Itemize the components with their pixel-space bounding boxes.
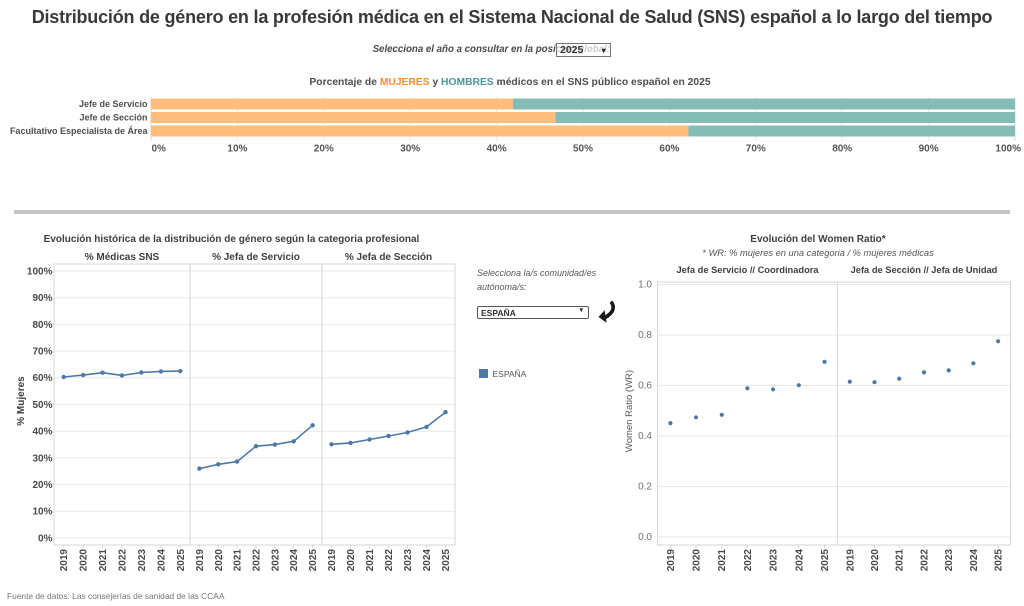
svg-text:2023: 2023	[944, 549, 955, 572]
svg-text:40%: 40%	[32, 427, 52, 438]
svg-text:80%: 80%	[832, 144, 852, 155]
svg-text:2019: 2019	[666, 549, 677, 572]
svg-text:2020: 2020	[692, 549, 703, 572]
svg-text:2022: 2022	[920, 549, 931, 572]
svg-text:% Mujeres: % Mujeres	[16, 376, 27, 426]
svg-text:70%: 70%	[32, 347, 52, 358]
svg-text:20%: 20%	[314, 144, 334, 155]
svg-text:2022: 2022	[384, 549, 395, 572]
svg-text:60%: 60%	[32, 373, 52, 384]
svg-text:2023: 2023	[769, 549, 780, 572]
svg-text:2021: 2021	[98, 549, 109, 572]
svg-text:Evolución del Women Ratio*: Evolución del Women Ratio*	[750, 234, 885, 245]
svg-text:Jefe de Servicio: Jefe de Servicio	[79, 99, 148, 109]
svg-text:2023: 2023	[270, 549, 281, 572]
svg-text:100%: 100%	[995, 144, 1021, 155]
svg-text:2025: 2025	[820, 549, 831, 572]
svg-text:2022: 2022	[252, 549, 263, 572]
svg-text:2019: 2019	[845, 549, 856, 572]
svg-text:2021: 2021	[233, 549, 244, 572]
svg-text:30%: 30%	[32, 453, 52, 464]
svg-text:40%: 40%	[487, 144, 507, 155]
svg-text:2020: 2020	[346, 549, 357, 572]
svg-text:2019: 2019	[59, 549, 70, 572]
svg-text:2022: 2022	[743, 549, 754, 572]
svg-text:% Jefa de Sección: % Jefa de Sección	[345, 252, 432, 263]
svg-text:2025: 2025	[441, 549, 452, 572]
svg-text:30%: 30%	[400, 144, 420, 155]
svg-text:0.8: 0.8	[638, 330, 652, 341]
svg-text:2024: 2024	[969, 549, 980, 572]
svg-text:0.0: 0.0	[638, 532, 652, 543]
svg-text:2019: 2019	[327, 549, 338, 572]
svg-text:1.0: 1.0	[638, 280, 652, 291]
svg-text:0.2: 0.2	[638, 482, 652, 493]
svg-text:2025: 2025	[176, 549, 187, 572]
svg-text:2021: 2021	[895, 549, 906, 572]
svg-text:Jefa de Sección // Jefa de Uni: Jefa de Sección // Jefa de Unidad	[851, 265, 998, 275]
svg-text:10%: 10%	[32, 507, 52, 518]
svg-text:2021: 2021	[365, 549, 376, 572]
svg-text:0%: 0%	[38, 533, 53, 544]
svg-text:100%: 100%	[27, 266, 53, 277]
svg-text:50%: 50%	[573, 144, 593, 155]
svg-text:2025: 2025	[994, 549, 1005, 572]
svg-text:2023: 2023	[137, 549, 148, 572]
svg-text:50%: 50%	[32, 400, 52, 411]
svg-text:2024: 2024	[156, 549, 167, 572]
svg-text:2024: 2024	[289, 549, 300, 572]
svg-text:Jefe de Sección: Jefe de Sección	[79, 113, 147, 123]
svg-text:* WR: % mujeres en una categor: * WR: % mujeres en una categoria / % muj…	[702, 248, 934, 258]
svg-text:0.4: 0.4	[638, 431, 652, 442]
svg-text:2022: 2022	[118, 549, 129, 572]
svg-text:Facultativo Especialista de Ár: Facultativo Especialista de Área	[10, 126, 149, 136]
svg-text:2019: 2019	[195, 549, 206, 572]
svg-text:% Médicas SNS: % Médicas SNS	[85, 252, 160, 263]
svg-text:2020: 2020	[214, 549, 225, 572]
svg-text:20%: 20%	[32, 480, 52, 491]
svg-text:2020: 2020	[79, 549, 90, 572]
svg-text:2020: 2020	[870, 549, 881, 572]
svg-text:2021: 2021	[717, 549, 728, 572]
svg-text:Jefa de Servicio // Coordinad: Jefa de Servicio // Coordinadora	[676, 265, 819, 275]
svg-text:Evolución histórica de la dist: Evolución histórica de la distribución d…	[44, 234, 420, 245]
svg-text:Women Ratio (WR): Women Ratio (WR)	[624, 370, 635, 452]
svg-text:2023: 2023	[403, 549, 414, 572]
svg-text:2024: 2024	[794, 549, 805, 572]
svg-text:0%: 0%	[152, 144, 167, 155]
svg-text:60%: 60%	[659, 144, 679, 155]
svg-text:% Jefa de Servicio: % Jefa de Servicio	[212, 252, 300, 263]
svg-text:70%: 70%	[746, 144, 766, 155]
svg-text:90%: 90%	[919, 144, 939, 155]
svg-text:0.6: 0.6	[638, 381, 652, 392]
svg-text:2024: 2024	[422, 549, 433, 572]
svg-text:2025: 2025	[308, 549, 319, 572]
svg-text:10%: 10%	[227, 144, 247, 155]
svg-text:80%: 80%	[32, 320, 52, 331]
svg-text:90%: 90%	[32, 293, 52, 304]
